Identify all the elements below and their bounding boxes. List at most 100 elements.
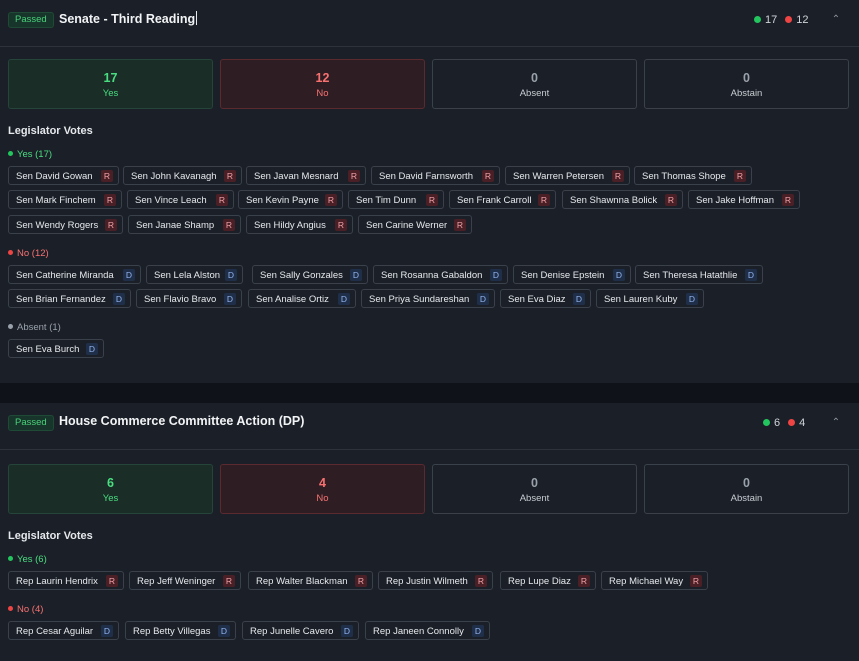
party-badge: R [454, 219, 466, 231]
party-badge: R [106, 575, 118, 587]
legislator-chip[interactable]: Sen Catherine Miranda D [8, 265, 141, 284]
legislator-chip[interactable]: Sen Lauren Kuby D [596, 289, 704, 308]
legislator-chip[interactable]: Sen Eva Burch D [8, 339, 104, 358]
legislator-chip[interactable]: Sen Thomas Shope R [634, 166, 752, 185]
vote-title: House Commerce Committee Action (DP) [59, 414, 305, 428]
stat-no: 4 No [220, 464, 425, 514]
party-badge: D [86, 343, 98, 355]
party-badge: R [355, 575, 367, 587]
tally-yes-count: 17 [765, 14, 778, 26]
legislator-chip[interactable]: Rep Justin Wilmeth R [378, 571, 493, 590]
yes-dot-icon [754, 16, 761, 23]
legislator-chip[interactable]: Sen Theresa Hatathlie D [635, 265, 763, 284]
legislator-chip[interactable]: Sen Janae Shamp R [128, 215, 241, 234]
stat-yes: 6 Yes [8, 464, 213, 514]
party-badge: R [475, 575, 487, 587]
legislator-chip[interactable]: Sen Jake Hoffman R [688, 190, 800, 209]
legislator-chip[interactable]: Sen John Kavanagh R [123, 166, 242, 185]
legislator-votes-heading: Legislator Votes [8, 125, 93, 137]
group-yes-label: Yes (17) [8, 149, 52, 160]
absent-dot-icon [8, 324, 13, 329]
legislator-chip[interactable]: Rep Junelle Cavero D [242, 621, 359, 640]
legislator-chip[interactable]: Rep Lupe Diaz R [500, 571, 596, 590]
legislator-chip[interactable]: Sen Warren Petersen R [505, 166, 630, 185]
party-badge: D [745, 269, 757, 281]
legislator-chip[interactable]: Sen Mark Finchem R [8, 190, 122, 209]
legislator-chip[interactable]: Rep Betty Villegas D [125, 621, 236, 640]
collapse-chevron-icon[interactable]: ⌃ [831, 14, 841, 25]
stat-label: Yes [102, 88, 119, 99]
no-dot-icon [788, 419, 796, 426]
legislator-chip[interactable]: Sen Shawnna Bolick R [562, 190, 683, 209]
stat-abstain: 0 Abstain [644, 464, 849, 514]
stat-no: 12 No [220, 59, 425, 109]
stat-label: No [316, 88, 329, 99]
stat-label: Absent [519, 88, 550, 99]
legislator-chip[interactable]: Sen Wendy Rogers R [8, 215, 123, 234]
status-badge: Passed [8, 415, 54, 431]
legislator-chip[interactable]: Sen Priya Sundareshan D [361, 289, 495, 308]
party-badge: D [113, 293, 125, 305]
tally-no-count: 4 [799, 417, 806, 429]
party-badge: D [613, 269, 625, 281]
legislator-chip[interactable]: Sen Kevin Payne R [238, 190, 343, 209]
party-badge: D [341, 625, 353, 637]
party-badge: R [734, 170, 746, 182]
legislator-chip[interactable]: Rep Janeen Connolly D [365, 621, 490, 640]
stat-value: 17 [103, 71, 118, 85]
legislator-chip[interactable]: Sen Flavio Bravo D [136, 289, 242, 308]
party-badge: D [573, 293, 585, 305]
party-badge: D [218, 625, 230, 637]
party-badge: R [335, 219, 347, 231]
stat-yes: 17 Yes [8, 59, 213, 109]
legislator-chip[interactable]: Rep Laurin Hendrix R [8, 571, 124, 590]
yes-dot-icon [8, 556, 13, 561]
party-badge: R [105, 219, 117, 231]
legislator-chip[interactable]: Sen Vince Leach R [127, 190, 234, 209]
stat-value: 4 [319, 476, 326, 490]
party-badge: D [350, 269, 362, 281]
party-badge: D [338, 293, 350, 305]
party-badge: R [690, 575, 702, 587]
vote-card-senate-third-reading: Passed Senate - Third Reading 17 12 ⌃ 17 Y… [0, 0, 859, 383]
legislator-chip[interactable]: Sen David Gowan R [8, 166, 119, 185]
stat-value: 12 [315, 71, 330, 85]
party-badge: D [123, 269, 135, 281]
group-yes-label: Yes (6) [8, 554, 47, 565]
vote-card-header[interactable]: Passed House Commerce Committee Action (… [0, 403, 859, 450]
party-badge: D [101, 625, 113, 637]
party-badge: R [224, 170, 236, 182]
group-no-label: No (12) [8, 248, 49, 259]
legislator-chip[interactable]: Rep Michael Way R [601, 571, 708, 590]
legislator-chip[interactable]: Rep Walter Blackman R [248, 571, 373, 590]
collapse-chevron-icon[interactable]: ⌃ [831, 417, 841, 428]
legislator-chip[interactable]: Sen Eva Diaz D [500, 289, 591, 308]
legislator-chip[interactable]: Rep Cesar Aguilar D [8, 621, 119, 640]
legislator-chip[interactable]: Sen Analise Ortiz D [248, 289, 356, 308]
legislator-chip[interactable]: Sen Frank Carroll R [449, 190, 556, 209]
legislator-chip[interactable]: Rep Jeff Weninger R [129, 571, 241, 590]
party-badge: R [104, 194, 116, 206]
party-badge: D [490, 269, 502, 281]
legislator-chip[interactable]: Sen David Farnsworth R [371, 166, 500, 185]
no-dot-icon [8, 250, 13, 255]
party-badge: D [224, 293, 236, 305]
legislator-chip[interactable]: Sen Rosanna Gabaldon D [373, 265, 508, 284]
party-badge: D [225, 269, 237, 281]
stat-value: 0 [743, 71, 750, 85]
stat-label: Absent [519, 493, 550, 504]
legislator-chip[interactable]: Sen Carine Werner R [358, 215, 472, 234]
legislator-chip[interactable]: Sen Denise Epstein D [513, 265, 631, 284]
stat-absent: 0 Absent [432, 59, 637, 109]
legislator-chip[interactable]: Sen Tim Dunn R [348, 190, 444, 209]
legislator-chip[interactable]: Sen Hildy Angius R [246, 215, 353, 234]
legislator-chip[interactable]: Sen Sally Gonzales D [252, 265, 368, 284]
legislator-chip[interactable]: Sen Javan Mesnard R [246, 166, 366, 185]
legislator-chip[interactable]: Sen Brian Fernandez D [8, 289, 131, 308]
legislator-chip[interactable]: Sen Lela Alston D [146, 265, 243, 284]
vote-card-header[interactable]: Passed Senate - Third Reading 17 12 ⌃ [0, 0, 859, 47]
stat-absent: 0 Absent [432, 464, 637, 514]
party-badge: R [482, 170, 494, 182]
party-badge: R [578, 575, 590, 587]
stat-label: Yes [102, 493, 119, 504]
